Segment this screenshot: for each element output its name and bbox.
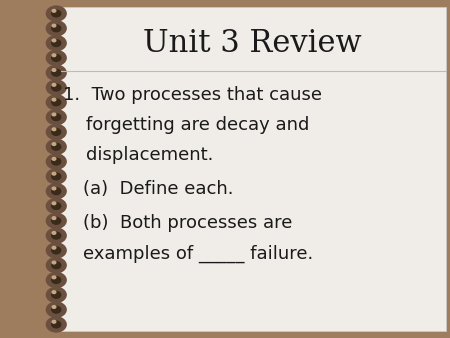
Circle shape (46, 258, 66, 273)
Circle shape (52, 128, 56, 130)
Circle shape (52, 320, 56, 323)
Circle shape (52, 113, 56, 116)
Circle shape (52, 99, 61, 106)
Circle shape (46, 139, 66, 154)
Circle shape (52, 158, 56, 160)
Circle shape (52, 217, 56, 219)
Text: examples of _____ failure.: examples of _____ failure. (83, 244, 314, 263)
Circle shape (46, 302, 66, 317)
Circle shape (46, 184, 66, 199)
Circle shape (46, 50, 66, 65)
Circle shape (46, 169, 66, 184)
Circle shape (52, 40, 61, 47)
Circle shape (52, 54, 61, 61)
Circle shape (52, 306, 61, 313)
Circle shape (52, 173, 61, 180)
Circle shape (52, 69, 56, 71)
Circle shape (52, 306, 56, 308)
Text: (a)  Define each.: (a) Define each. (83, 180, 234, 198)
Circle shape (46, 213, 66, 228)
Circle shape (52, 276, 56, 279)
Circle shape (52, 232, 56, 234)
Circle shape (46, 21, 66, 36)
Circle shape (46, 65, 66, 80)
Circle shape (52, 247, 61, 254)
Circle shape (46, 228, 66, 243)
Text: Unit 3 Review: Unit 3 Review (143, 28, 361, 59)
Circle shape (46, 6, 66, 21)
Circle shape (52, 10, 61, 17)
Circle shape (46, 199, 66, 214)
Circle shape (52, 172, 56, 175)
Text: (b)  Both processes are: (b) Both processes are (83, 214, 292, 232)
FancyBboxPatch shape (61, 7, 446, 331)
Circle shape (52, 217, 61, 224)
Circle shape (46, 36, 66, 51)
Circle shape (52, 83, 56, 86)
Circle shape (52, 261, 56, 264)
Circle shape (52, 128, 61, 135)
Circle shape (52, 291, 56, 293)
Circle shape (52, 54, 56, 56)
Circle shape (46, 243, 66, 258)
Circle shape (52, 39, 56, 42)
Circle shape (52, 188, 61, 195)
Circle shape (52, 203, 61, 210)
Circle shape (46, 95, 66, 110)
Circle shape (52, 232, 61, 239)
Circle shape (52, 187, 56, 190)
Circle shape (52, 84, 61, 91)
Circle shape (52, 9, 56, 12)
Text: 1.  Two processes that cause: 1. Two processes that cause (63, 86, 322, 104)
Circle shape (52, 321, 61, 328)
Circle shape (52, 143, 61, 150)
Circle shape (52, 98, 56, 101)
Circle shape (52, 143, 56, 145)
Circle shape (46, 287, 66, 302)
Circle shape (46, 110, 66, 125)
Circle shape (46, 273, 66, 288)
Circle shape (52, 262, 61, 269)
Circle shape (52, 246, 56, 249)
Circle shape (46, 154, 66, 169)
Circle shape (52, 69, 61, 76)
Circle shape (46, 80, 66, 95)
Circle shape (52, 114, 61, 121)
Circle shape (46, 317, 66, 332)
Circle shape (52, 158, 61, 165)
Text: forgetting are decay and: forgetting are decay and (63, 116, 310, 134)
Circle shape (46, 124, 66, 139)
Circle shape (52, 291, 61, 298)
Circle shape (52, 277, 61, 284)
Circle shape (52, 25, 61, 32)
Circle shape (52, 24, 56, 27)
Circle shape (52, 202, 56, 205)
Text: displacement.: displacement. (63, 146, 213, 165)
